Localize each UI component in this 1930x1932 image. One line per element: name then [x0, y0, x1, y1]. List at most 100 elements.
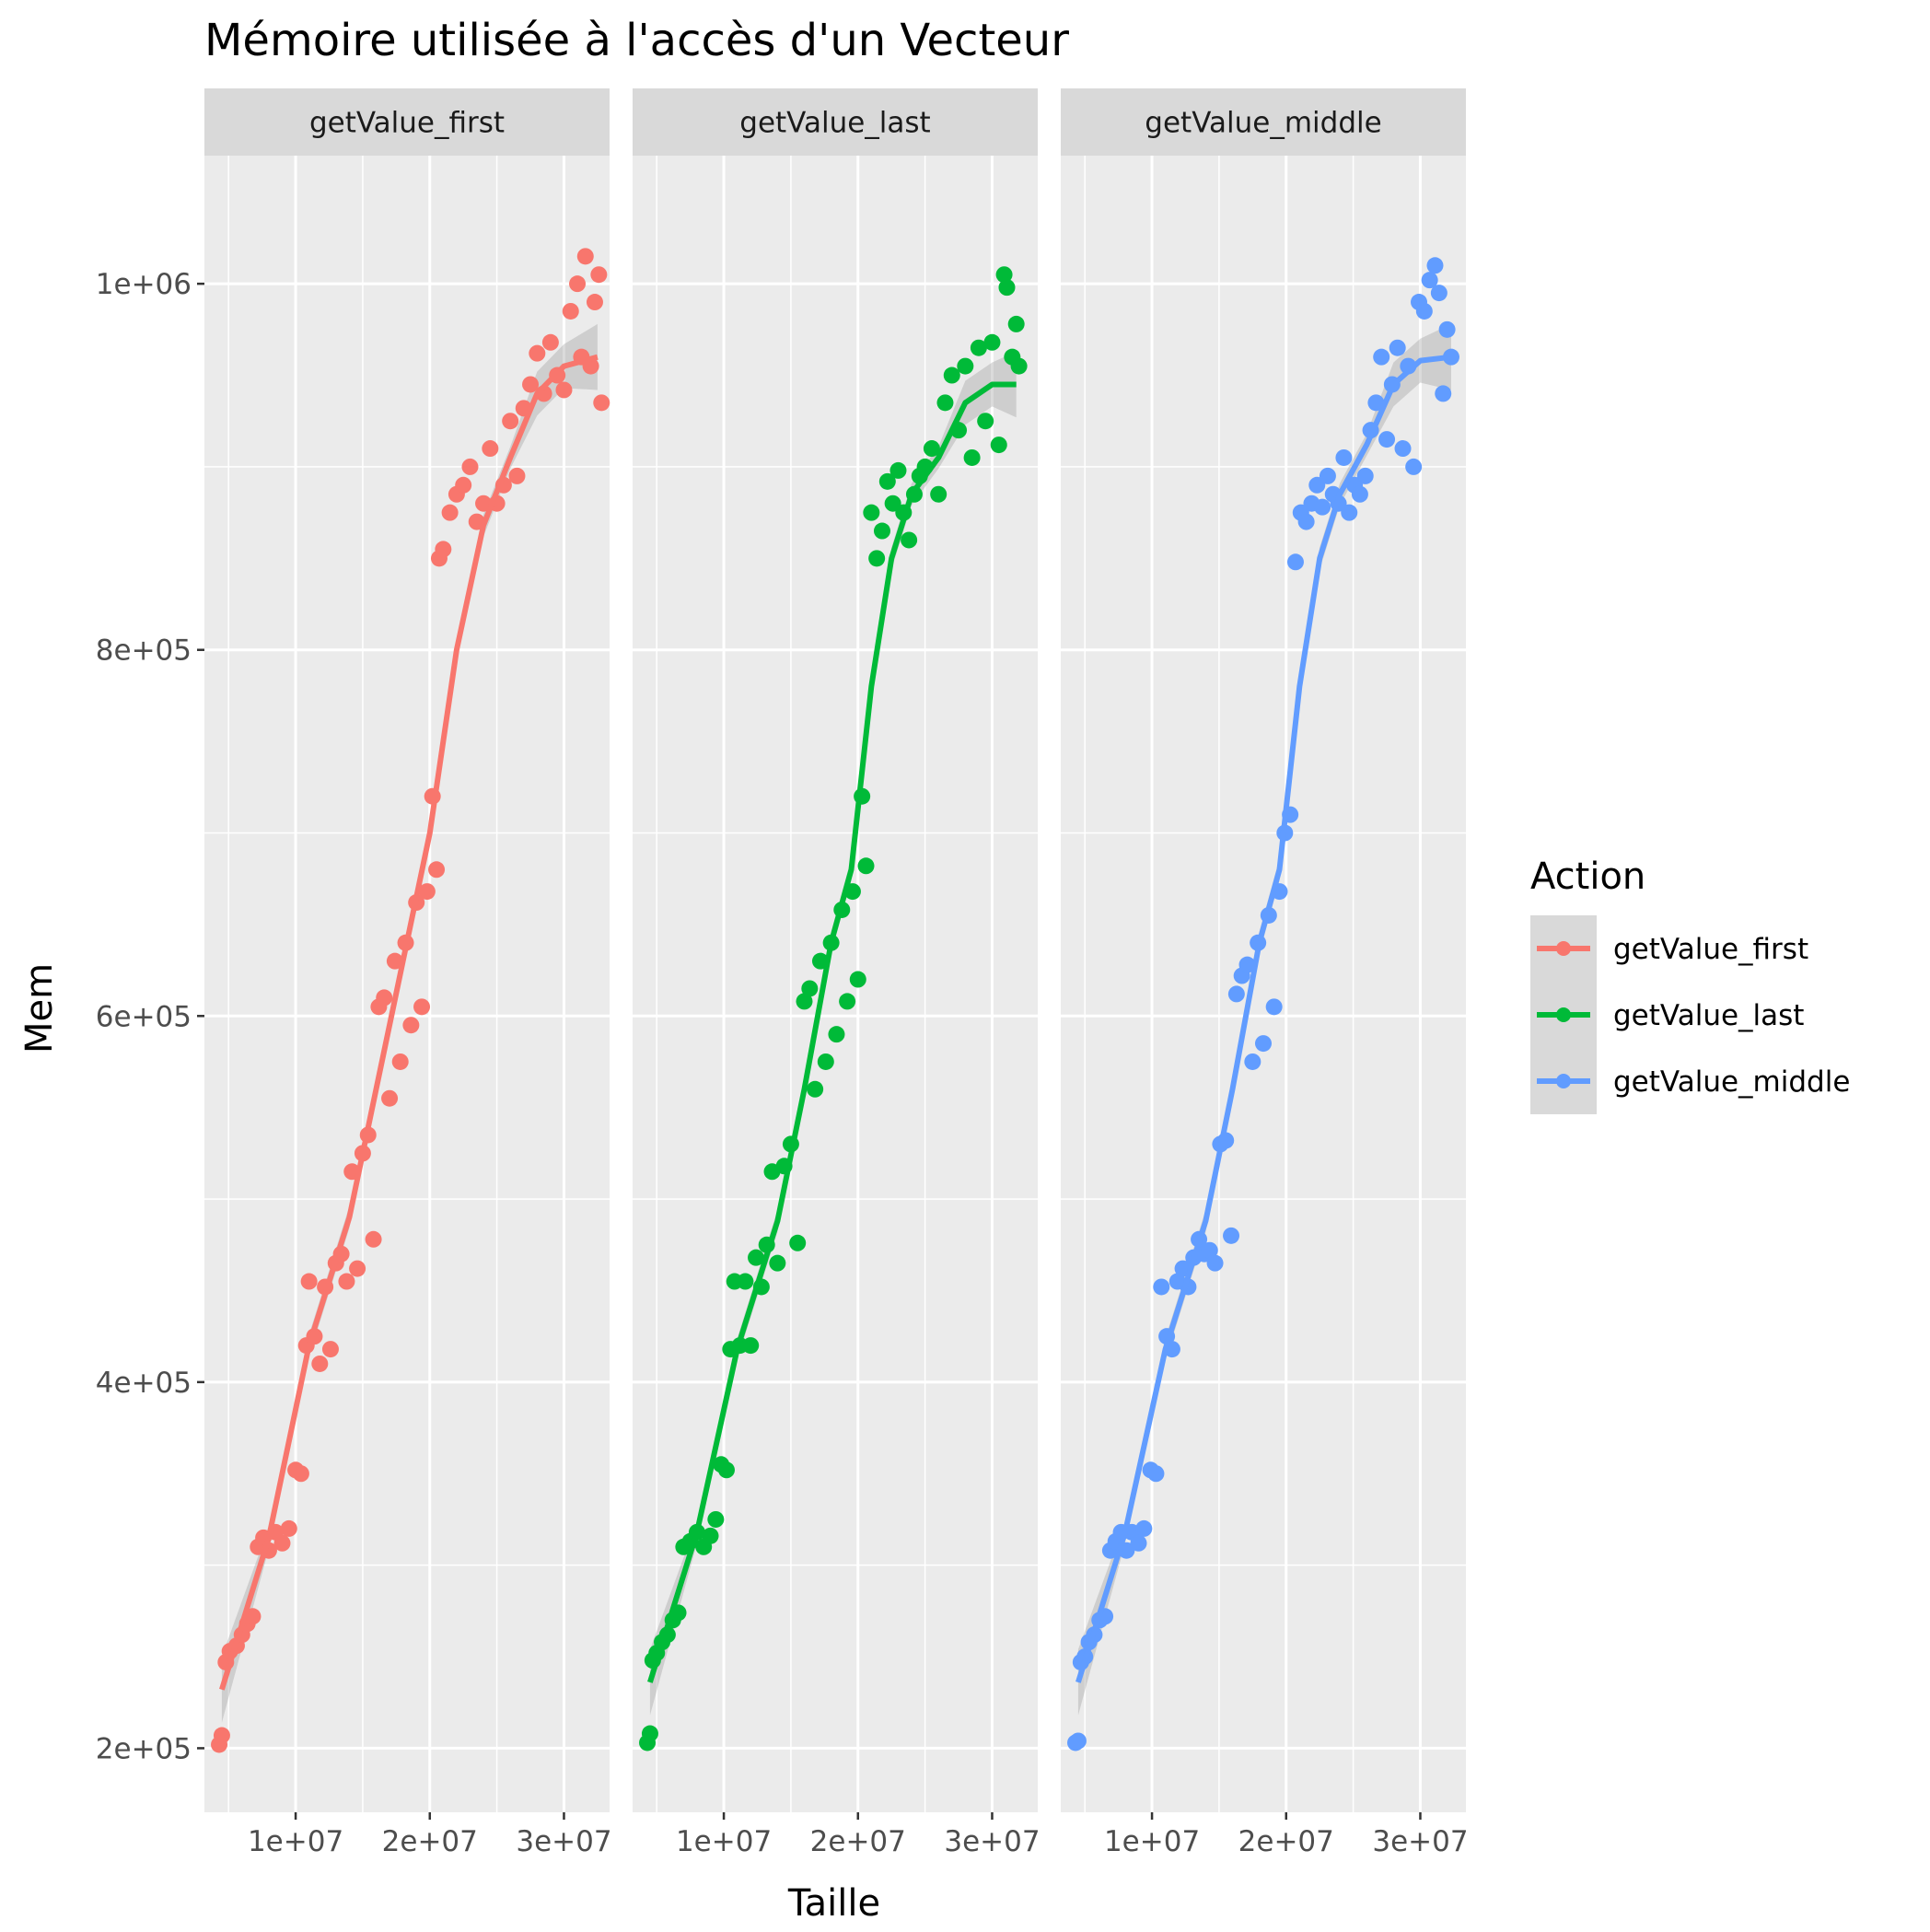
data-point — [868, 550, 886, 567]
data-point — [1238, 956, 1256, 973]
data-point — [508, 467, 526, 484]
y-tick-label: 8e+05 — [96, 634, 192, 668]
legend-title: Action — [1530, 855, 1645, 898]
data-point — [1265, 998, 1283, 1016]
data-point — [441, 504, 459, 521]
smooth-line — [1075, 354, 1452, 1683]
data-point — [930, 485, 948, 503]
facet-strip — [204, 88, 610, 156]
data-point — [1394, 440, 1412, 458]
data-point — [311, 1355, 329, 1372]
legend-label: getValue_last — [1613, 999, 1804, 1032]
smooth-line — [219, 354, 599, 1691]
data-point — [1297, 513, 1315, 530]
data-point — [1378, 431, 1396, 448]
x-tick-label: 3e+07 — [944, 1825, 1040, 1858]
confidence-band — [649, 351, 1017, 1716]
legend-key-point — [1556, 1074, 1571, 1088]
data-point — [769, 1254, 786, 1272]
y-tick-label: 1e+06 — [96, 268, 192, 301]
data-point — [1373, 348, 1390, 366]
data-point — [213, 1727, 230, 1744]
data-point — [562, 302, 579, 320]
data-point — [1319, 467, 1336, 484]
x-tick-label: 2e+07 — [382, 1825, 478, 1858]
data-point — [857, 857, 875, 875]
data-point — [863, 504, 880, 521]
legend-key-point — [1556, 941, 1571, 956]
data-point — [983, 333, 1001, 351]
data-point — [995, 266, 1013, 284]
data-point — [1201, 1241, 1218, 1259]
data-point — [849, 971, 866, 988]
data-point — [482, 440, 499, 458]
data-point — [391, 1053, 409, 1070]
data-point — [1153, 1278, 1170, 1296]
data-point — [742, 1337, 760, 1355]
data-point — [839, 993, 856, 1010]
data-point — [641, 1725, 658, 1742]
data-point — [957, 357, 974, 375]
confidence-band — [1077, 323, 1451, 1716]
chart-title: Mémoire utilisée à l'accès d'un Vecteur — [204, 15, 1069, 66]
data-point — [402, 1017, 420, 1034]
smooth-line — [647, 381, 1017, 1683]
data-point — [990, 436, 1007, 454]
data-point — [522, 376, 540, 393]
facet-strip-label: getValue_last — [739, 107, 930, 140]
data-point — [707, 1510, 725, 1528]
data-point — [586, 294, 603, 311]
y-axis-label: Mem — [18, 963, 61, 1053]
data-point — [1430, 285, 1448, 302]
facet-panel-getValue_middle: getValue_middle 1e+07 2e+07 3e+07 — [1061, 88, 1469, 1858]
x-tick-label: 2e+07 — [810, 1825, 906, 1858]
facet-strip — [633, 88, 1038, 156]
data-point — [1421, 272, 1438, 289]
data-point — [1435, 385, 1452, 402]
data-point — [717, 1461, 735, 1479]
data-point — [1415, 302, 1433, 320]
data-point — [1130, 1534, 1147, 1552]
x-tick-label: 1e+07 — [248, 1825, 343, 1858]
data-point — [963, 448, 981, 466]
facet-strip — [1061, 88, 1466, 156]
data-point — [801, 980, 819, 997]
data-point — [1314, 498, 1331, 516]
data-point — [338, 1273, 355, 1290]
data-point — [1389, 339, 1406, 356]
data-point — [878, 472, 896, 490]
x-tick-label: 3e+07 — [1372, 1825, 1468, 1858]
x-tick-label: 1e+07 — [676, 1825, 772, 1858]
x-axis-label: Taille — [787, 1882, 880, 1925]
data-point — [555, 381, 573, 399]
data-point — [998, 279, 1016, 297]
data-point — [1426, 257, 1444, 274]
data-point — [702, 1527, 719, 1544]
data-point — [1438, 320, 1456, 338]
data-point — [873, 522, 890, 540]
panel-background — [204, 156, 610, 1812]
x-tick-label: 3e+07 — [516, 1825, 611, 1858]
data-point — [1367, 394, 1385, 412]
data-point — [569, 275, 587, 293]
data-point — [828, 1026, 845, 1043]
y-tick-label: 6e+05 — [96, 1000, 192, 1033]
data-point — [943, 367, 960, 384]
x-tick-label: 1e+07 — [1104, 1825, 1200, 1858]
data-point — [1135, 1519, 1153, 1537]
data-point — [280, 1519, 297, 1537]
data-point — [1255, 1035, 1272, 1053]
data-point — [807, 1080, 824, 1098]
data-point — [923, 440, 940, 458]
data-point — [300, 1273, 318, 1290]
data-point — [273, 1534, 291, 1552]
data-point — [435, 541, 452, 558]
data-point — [455, 476, 472, 494]
data-point — [590, 266, 608, 284]
data-point — [1223, 1227, 1240, 1244]
legend: Action getValue_first getValue_last getVal… — [1530, 855, 1850, 1114]
facet-panel-getValue_last: getValue_last 1e+07 2e+07 3e+07 — [633, 88, 1041, 1858]
data-point — [418, 883, 436, 901]
data-point — [541, 333, 559, 351]
legend-label: getValue_first — [1613, 933, 1808, 966]
